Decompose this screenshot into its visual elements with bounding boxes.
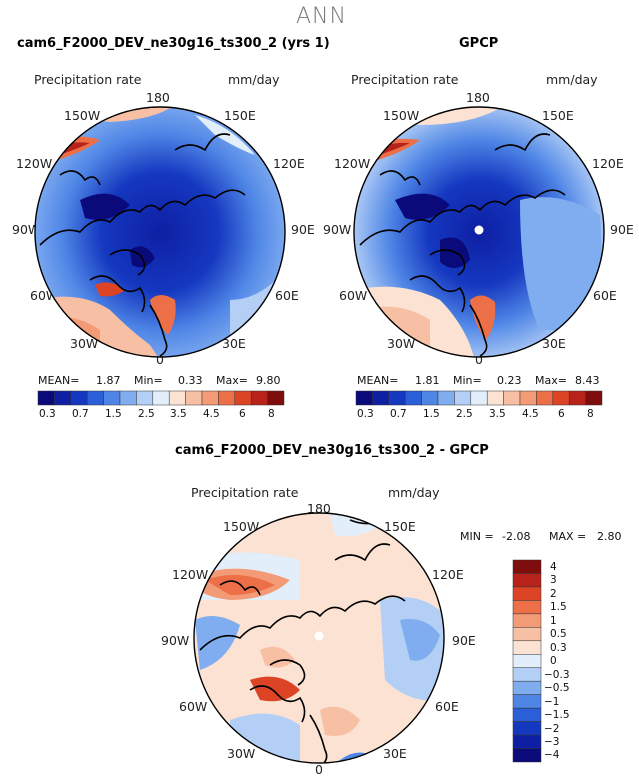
obs-variable-label: Precipitation rate xyxy=(351,72,459,87)
obs-lon-30w: 30W xyxy=(387,336,416,351)
obs-mean-label: MEAN= xyxy=(357,374,399,387)
diff-lon-120w: 120W xyxy=(172,567,209,582)
diff-tick-14: −4 xyxy=(544,749,560,761)
model-tick-2: 1.5 xyxy=(105,408,122,420)
diff-tick-0: 4 xyxy=(550,561,557,573)
model-tick-1: 0.7 xyxy=(72,408,89,420)
diff-tick-9: −0.5 xyxy=(544,682,570,694)
model-tick-4: 3.5 xyxy=(170,408,187,420)
obs-lon-150w: 150W xyxy=(383,108,420,123)
model-variable-label: Precipitation rate xyxy=(34,72,142,87)
model-lon-120e: 120E xyxy=(273,156,305,171)
diff-tick-7: 0 xyxy=(550,655,557,667)
obs-lon-90w: 90W xyxy=(323,222,352,237)
model-lon-90w: 90W xyxy=(12,222,41,237)
model-min-label: Min= xyxy=(134,374,163,387)
obs-mean-value: 1.81 xyxy=(415,374,440,387)
model-lon-30w: 30W xyxy=(70,336,99,351)
obs-tick-4: 3.5 xyxy=(489,408,506,420)
model-panel-title: cam6_F2000_DEV_ne30g16_ts300_2 (yrs 1) xyxy=(17,36,330,51)
diff-tick-10: −1 xyxy=(544,696,560,708)
diff-tick-3: 1.5 xyxy=(550,601,567,613)
diff-lon-60e: 60E xyxy=(435,699,459,714)
diff-min-value: -2.08 xyxy=(502,530,531,543)
diff-lon-30w: 30W xyxy=(227,746,256,761)
model-mean-label: MEAN= xyxy=(38,374,80,387)
diff-tick-13: −3 xyxy=(544,736,560,748)
obs-lon-30e: 30E xyxy=(542,336,566,351)
model-max-label: Max= xyxy=(216,374,248,387)
obs-min-value: 0.23 xyxy=(497,374,522,387)
diff-lon-120e: 120E xyxy=(432,567,464,582)
diff-panel-title: cam6_F2000_DEV_ne30g16_ts300_2 - GPCP xyxy=(175,443,489,458)
diff-tick-8: −0.3 xyxy=(544,669,570,681)
page-title: ANN xyxy=(296,4,347,29)
model-min-value: 0.33 xyxy=(178,374,203,387)
obs-lon-60w: 60W xyxy=(339,288,368,303)
diff-tick-6: 0.3 xyxy=(550,642,567,654)
model-lon-150e: 150E xyxy=(224,108,256,123)
diff-max-label: MAX = xyxy=(549,530,587,543)
model-mean-value: 1.87 xyxy=(96,374,121,387)
model-tick-3: 2.5 xyxy=(138,408,155,420)
obs-lon-60e: 60E xyxy=(593,288,617,303)
model-tick-6: 6 xyxy=(239,408,246,420)
obs-lon-120w: 120W xyxy=(334,156,371,171)
obs-lon-0: 0 xyxy=(475,352,483,367)
model-lon-60e: 60E xyxy=(275,288,299,303)
diff-tick-1: 3 xyxy=(550,574,557,586)
obs-tick-5: 4.5 xyxy=(522,408,539,420)
diff-tick-4: 1 xyxy=(550,615,557,627)
obs-lon-120e: 120E xyxy=(592,156,624,171)
obs-max-label: Max= xyxy=(535,374,567,387)
diff-variable-label: Precipitation rate xyxy=(191,485,299,500)
model-tick-0: 0.3 xyxy=(39,408,56,420)
model-lon-0: 0 xyxy=(156,352,164,367)
obs-lon-90e: 90E xyxy=(610,222,634,237)
diff-min-label: MIN = xyxy=(460,530,494,543)
obs-lon-180: 180 xyxy=(466,90,490,105)
diff-lon-60w: 60W xyxy=(179,699,208,714)
obs-tick-0: 0.3 xyxy=(357,408,374,420)
diff-lon-150e: 150E xyxy=(384,519,416,534)
diff-tick-2: 2 xyxy=(550,588,557,600)
obs-tick-2: 1.5 xyxy=(423,408,440,420)
obs-max-value: 8.43 xyxy=(575,374,600,387)
obs-tick-1: 0.7 xyxy=(390,408,407,420)
obs-tick-3: 2.5 xyxy=(456,408,473,420)
model-lon-180: 180 xyxy=(146,90,170,105)
model-lon-150w: 150W xyxy=(64,108,101,123)
diff-lon-0: 0 xyxy=(315,762,323,777)
model-lon-30e: 30E xyxy=(222,336,246,351)
model-units-label: mm/day xyxy=(228,72,280,87)
diff-lon-90e: 90E xyxy=(452,633,476,648)
diff-lon-180: 180 xyxy=(307,501,331,516)
model-tick-7: 8 xyxy=(268,408,275,420)
obs-tick-6: 6 xyxy=(558,408,565,420)
diff-tick-11: −1.5 xyxy=(544,709,570,721)
diff-max-value: 2.80 xyxy=(597,530,622,543)
model-lon-120w: 120W xyxy=(16,156,53,171)
obs-panel-title: GPCP xyxy=(459,36,499,51)
diff-lon-30e: 30E xyxy=(383,746,407,761)
model-lon-90e: 90E xyxy=(291,222,315,237)
model-tick-5: 4.5 xyxy=(203,408,220,420)
diff-units-label: mm/day xyxy=(388,485,440,500)
model-max-value: 9.80 xyxy=(256,374,281,387)
obs-tick-7: 8 xyxy=(587,408,594,420)
diff-lon-90w: 90W xyxy=(161,633,190,648)
diff-tick-12: −2 xyxy=(544,723,560,735)
diff-lon-150w: 150W xyxy=(223,519,260,534)
obs-units-label: mm/day xyxy=(546,72,598,87)
obs-min-label: Min= xyxy=(453,374,482,387)
diff-tick-5: 0.5 xyxy=(550,628,567,640)
obs-lon-150e: 150E xyxy=(542,108,574,123)
